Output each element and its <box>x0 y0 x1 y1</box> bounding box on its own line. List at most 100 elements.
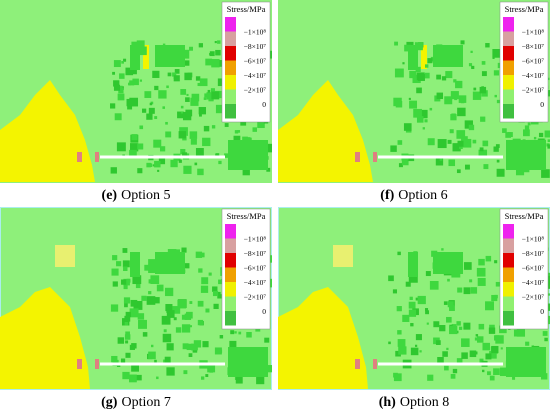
caption-label: Option 8 <box>399 395 450 410</box>
green-cell <box>213 303 219 309</box>
green-cell <box>489 351 497 359</box>
green-cell <box>397 140 403 145</box>
yellow-patch <box>143 45 149 69</box>
green-cell <box>429 107 433 111</box>
small-marker <box>77 359 82 369</box>
green-cell <box>475 334 479 337</box>
green-cell <box>240 119 247 126</box>
green-cell <box>125 352 131 358</box>
green-cell <box>479 358 484 363</box>
green-cell <box>456 321 461 326</box>
green-block <box>130 252 140 277</box>
green-cell <box>118 85 123 91</box>
green-cell <box>495 281 501 287</box>
green-cell <box>118 87 124 94</box>
green-cell <box>474 337 478 341</box>
green-cell <box>173 317 177 321</box>
legend-label: −2×10⁷ <box>244 86 267 95</box>
green-cell <box>525 341 530 346</box>
green-cell <box>242 167 250 176</box>
legend-label: −6×10⁷ <box>522 264 545 273</box>
legend-swatch <box>503 224 514 239</box>
green-cell <box>410 323 414 327</box>
green-cell <box>158 157 166 165</box>
green-cell <box>195 251 203 258</box>
green-cell <box>135 283 141 289</box>
green-cell <box>146 296 156 305</box>
green-cell <box>267 365 272 373</box>
green-cell <box>460 40 465 45</box>
green-cell <box>496 168 505 177</box>
green-cell <box>195 147 204 156</box>
green-cell <box>141 295 147 301</box>
green-cell <box>142 108 147 113</box>
green-cell <box>152 70 160 78</box>
green-cell <box>208 96 214 102</box>
green-cell <box>452 368 458 374</box>
green-cell <box>183 165 192 174</box>
green-cell <box>476 267 486 277</box>
green-cell <box>130 299 138 307</box>
legend-label: −8×10⁷ <box>522 42 545 51</box>
green-cell <box>264 337 270 343</box>
green-cell <box>471 65 475 70</box>
green-cell <box>470 287 478 294</box>
green-cell <box>393 373 402 382</box>
green-cell <box>185 97 190 102</box>
green-cell <box>112 255 118 261</box>
green-cell <box>166 367 175 376</box>
green-cell <box>439 158 443 161</box>
green-cell <box>237 130 241 133</box>
green-cell <box>402 314 410 322</box>
green-cell <box>435 158 444 166</box>
legend-swatch <box>503 253 514 268</box>
green-cell <box>137 168 143 174</box>
green-cell <box>188 353 193 357</box>
green-cell <box>441 248 444 251</box>
green-cell <box>154 160 161 168</box>
green-cell <box>487 371 491 376</box>
green-cell <box>162 333 172 343</box>
yellow-region <box>0 287 90 389</box>
green-cell <box>197 300 204 307</box>
green-cell <box>423 114 427 119</box>
green-cell <box>461 338 470 347</box>
legend-swatch <box>225 238 236 253</box>
green-cell <box>445 71 453 79</box>
green-cell <box>468 124 475 131</box>
green-cell <box>138 319 147 329</box>
green-cell <box>180 148 186 155</box>
green-cell <box>185 109 193 117</box>
green-cell <box>456 130 466 139</box>
green-cell <box>398 346 407 355</box>
green-cell <box>129 374 137 383</box>
green-cell <box>217 294 222 299</box>
green-cell <box>209 52 212 56</box>
legend-swatch <box>225 60 236 75</box>
green-cell <box>491 294 498 302</box>
green-cell <box>527 122 531 126</box>
green-cell <box>207 89 211 93</box>
legend-title: Stress/MPa <box>505 4 544 14</box>
green-cell <box>113 60 121 68</box>
green-cell <box>209 51 215 57</box>
green-cell <box>177 299 187 309</box>
small-marker <box>77 152 82 162</box>
green-cell <box>172 306 181 314</box>
green-cell <box>457 107 466 117</box>
green-cell <box>121 60 124 64</box>
caption: (g) Option 7 <box>0 395 272 411</box>
green-cell <box>139 79 143 82</box>
green-cell <box>130 143 139 152</box>
green-cell <box>416 87 422 94</box>
green-cell <box>472 139 477 144</box>
green-cell <box>200 376 205 380</box>
legend-label: −8×10⁷ <box>522 249 545 258</box>
green-cell <box>230 330 235 335</box>
green-cell <box>449 325 458 335</box>
green-cell <box>252 127 258 132</box>
green-cell <box>184 60 190 66</box>
green-cell <box>214 347 222 355</box>
green-block <box>155 252 185 274</box>
frame <box>0 207 272 390</box>
